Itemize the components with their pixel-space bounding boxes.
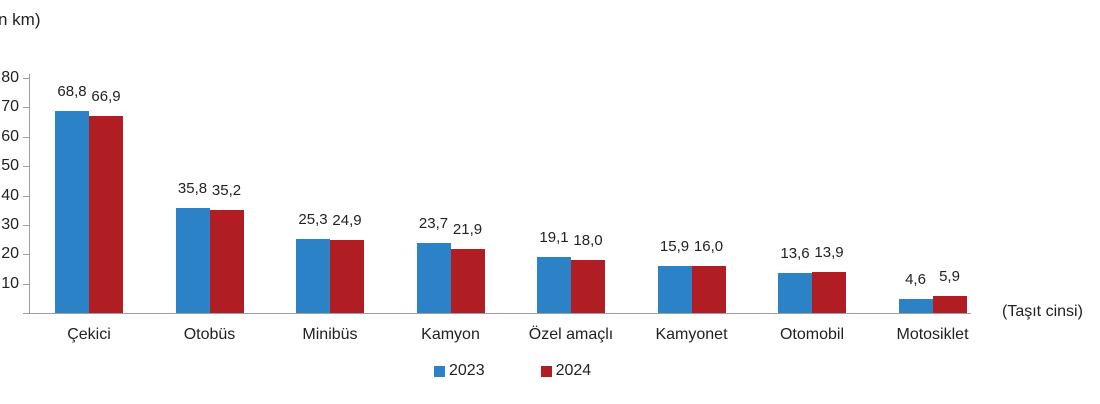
category-label-1: Çekici bbox=[67, 326, 111, 343]
y-tick-label: 70 bbox=[1, 98, 19, 116]
bar-2023-6 bbox=[657, 266, 692, 313]
category-label-5: Özel amaçlı bbox=[528, 326, 614, 343]
category-label-8: Motosiklet bbox=[896, 326, 969, 343]
bar-2024-6 bbox=[691, 266, 726, 313]
bar-2023-8 bbox=[898, 299, 933, 313]
value-label-2024-3: 24,9 bbox=[332, 211, 362, 229]
y-axis-line bbox=[29, 74, 30, 313]
y-tick-mark bbox=[23, 107, 29, 109]
value-label-2023-2: 35,8 bbox=[177, 179, 208, 197]
y-tick-mark bbox=[23, 224, 29, 226]
value-label-2024-4: 21,9 bbox=[452, 220, 483, 238]
category-label-2: Otobüs bbox=[183, 326, 236, 343]
legend-item-2023: 2023 bbox=[434, 362, 485, 380]
bar-2023-5 bbox=[537, 256, 571, 313]
value-label-2023-5: 19,1 bbox=[539, 228, 569, 246]
category-label-7: Otomobil bbox=[779, 326, 845, 343]
bar-2023-7 bbox=[778, 273, 812, 313]
value-label-2023-6: 15,9 bbox=[659, 238, 690, 256]
y-tick-label: 80 bbox=[1, 69, 19, 86]
value-label-2023-1: 68,8 bbox=[57, 82, 87, 100]
legend-label-2024: 2024 bbox=[555, 362, 592, 379]
bar-2023-3 bbox=[296, 238, 330, 313]
y-tick-label: 10 bbox=[1, 274, 19, 292]
y-tick-mark bbox=[23, 78, 29, 79]
category-label-3: Minibüs bbox=[302, 326, 358, 343]
x-axis-title: (Taşıt cinsi) bbox=[1002, 303, 1083, 320]
bar-2023-4 bbox=[416, 243, 451, 313]
bar-2023-1 bbox=[55, 110, 89, 313]
value-label-2024-5: 18,0 bbox=[573, 232, 603, 250]
value-label-2024-8: 5,9 bbox=[939, 267, 960, 285]
y-tick-mark bbox=[23, 283, 29, 285]
bar-2024-5 bbox=[571, 260, 605, 313]
bar-2024-2 bbox=[209, 209, 244, 313]
y-tick-label: 60 bbox=[1, 127, 19, 145]
y-tick-label: 50 bbox=[1, 157, 19, 175]
y-tick-label: 30 bbox=[1, 215, 19, 233]
y-tick-label: 40 bbox=[1, 186, 19, 204]
value-label-2023-7: 13,6 bbox=[780, 245, 810, 263]
x-axis-line bbox=[23, 313, 971, 314]
legend-swatch-2023 bbox=[434, 365, 445, 377]
value-label-2024-2: 35,2 bbox=[211, 181, 242, 199]
bar-2024-7 bbox=[812, 272, 846, 313]
y-tick-mark bbox=[23, 136, 29, 138]
value-label-2024-7: 13,9 bbox=[814, 244, 844, 262]
y-tick-mark bbox=[23, 166, 29, 168]
category-label-4: Kamyon bbox=[421, 326, 480, 343]
legend-swatch-2024 bbox=[540, 365, 552, 377]
value-label-2023-4: 23,7 bbox=[418, 215, 449, 233]
value-label-2024-1: 66,9 bbox=[91, 88, 121, 106]
bar-2024-4 bbox=[450, 248, 485, 313]
legend: 2023 2024 bbox=[434, 362, 591, 380]
y-axis-unit-label: n km) bbox=[0, 10, 41, 29]
bar-2023-2 bbox=[175, 207, 210, 313]
legend-label-2023: 2023 bbox=[449, 362, 485, 379]
legend-item-2024: 2024 bbox=[540, 362, 592, 380]
value-label-2023-3: 25,3 bbox=[298, 210, 328, 228]
y-tick-label: 20 bbox=[1, 245, 19, 263]
value-label-2023-8: 4,6 bbox=[905, 271, 926, 289]
y-tick-mark bbox=[23, 254, 29, 256]
bar-2024-8 bbox=[932, 295, 967, 313]
bar-2024-1 bbox=[89, 116, 123, 313]
bar-2024-3 bbox=[330, 239, 364, 313]
category-label-6: Kamyonet bbox=[655, 326, 728, 343]
y-tick-mark bbox=[23, 195, 29, 197]
value-label-2024-6: 16,0 bbox=[693, 238, 724, 255]
